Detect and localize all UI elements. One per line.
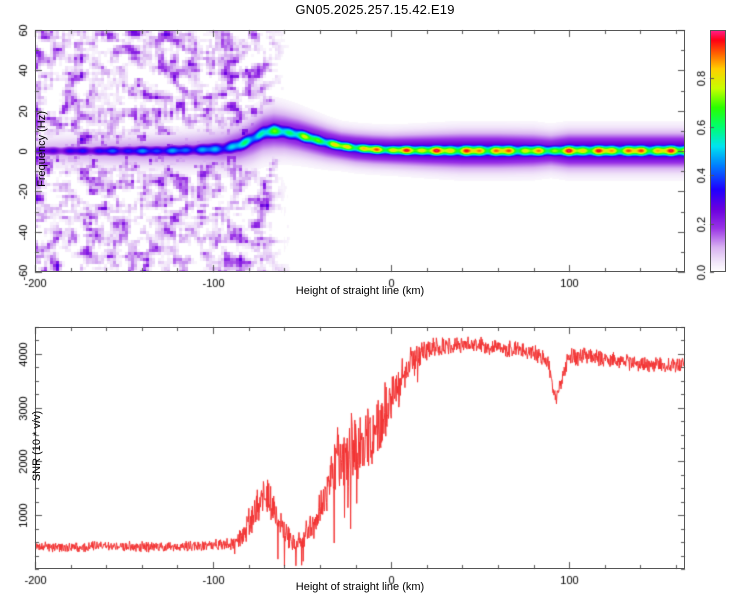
spectrogram-yaxis-label: Frequency (Hz) [36, 111, 48, 187]
colorbar [710, 30, 726, 272]
spectrogram-xaxis-label: Height of straight line (km) [295, 285, 425, 297]
figure-title: GN05.2025.257.15.42.E19 [295, 2, 455, 17]
snr-plot [35, 327, 685, 569]
snr-yaxis-label: SNR (10 * v/v) [31, 410, 43, 482]
snr-xaxis-label: Height of straight line (km) [295, 581, 425, 593]
spectrogram-plot [35, 30, 685, 272]
